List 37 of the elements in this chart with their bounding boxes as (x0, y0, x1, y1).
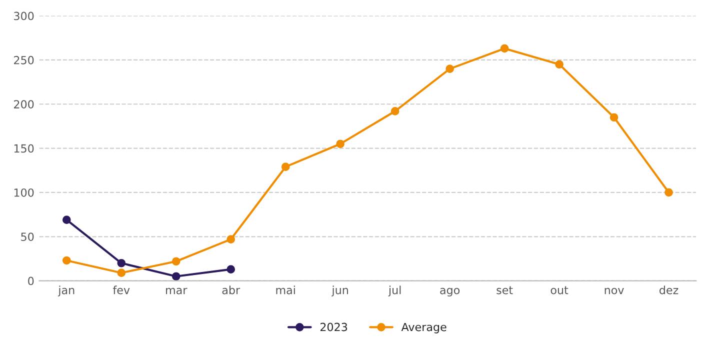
y-tick-label: 300 (14, 12, 34, 20)
y-tick-label: 150 (14, 144, 34, 153)
x-tick-label: nov (604, 288, 624, 294)
y-tick-label: 200 (14, 100, 34, 109)
point (500, 44, 509, 53)
x-tick-label: fev (112, 286, 130, 294)
y-tick-label: 100 (14, 188, 34, 197)
point (390, 107, 400, 116)
x-tick-label: mai (276, 286, 295, 294)
legend-label: 2023 (320, 322, 348, 332)
point (226, 265, 236, 274)
point (281, 162, 290, 172)
x-tick-label: dez (660, 286, 678, 294)
point (555, 60, 564, 69)
x-tick-label: set (496, 286, 513, 294)
x-tick-label: jan (58, 286, 74, 296)
x-tick-label: mar (166, 288, 188, 294)
point (117, 258, 126, 268)
x-tick-label: jul (388, 286, 401, 296)
point (117, 268, 126, 278)
y-tick-label: 50 (21, 232, 34, 242)
x-tick-label: jun (332, 286, 348, 296)
legend-label: Average (401, 322, 446, 334)
point (226, 235, 236, 244)
point (62, 216, 71, 224)
x-tick-label: ago (440, 288, 460, 296)
x-tick-label: out (550, 286, 568, 294)
point (172, 272, 180, 281)
y-tick-label: 0 (28, 276, 34, 286)
point (336, 140, 345, 148)
y-tick-label: 250 (14, 56, 34, 64)
point (172, 257, 180, 266)
x-tick-label: abr (222, 286, 240, 294)
point (62, 256, 71, 265)
point (664, 188, 673, 197)
point (610, 113, 618, 122)
point (446, 64, 454, 73)
